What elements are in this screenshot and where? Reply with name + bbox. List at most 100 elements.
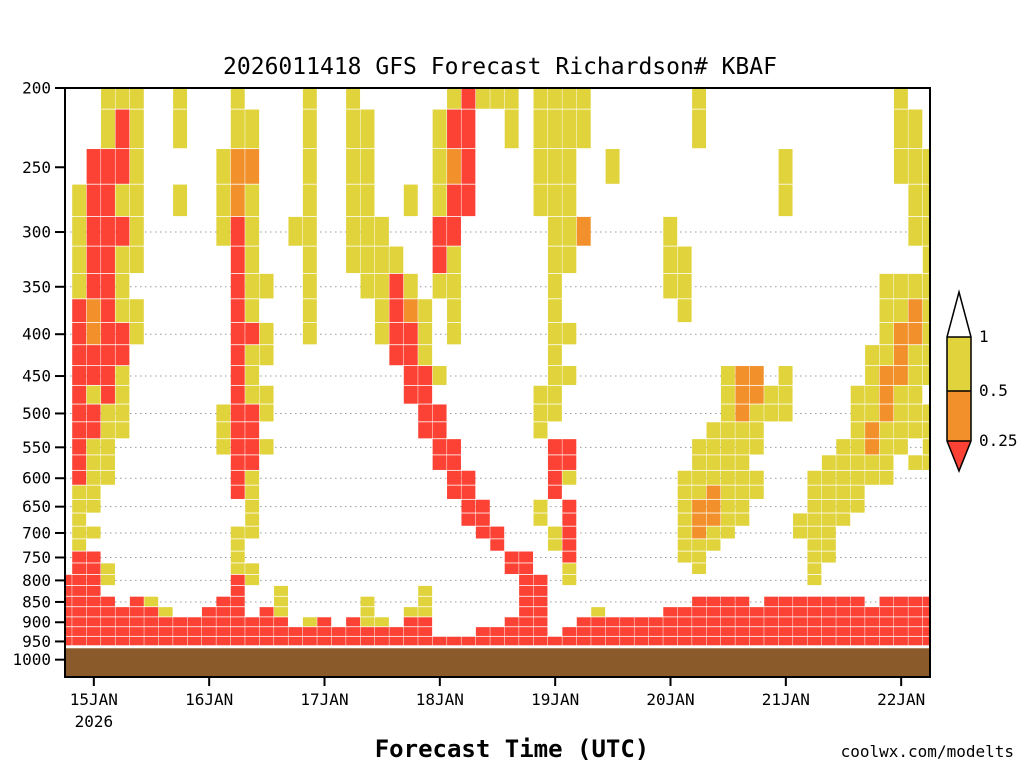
heatmap-cell — [562, 216, 577, 246]
heatmap-cell — [663, 617, 678, 627]
heatmap-cell — [893, 273, 908, 299]
heatmap-cell — [764, 607, 779, 617]
heatmap-cell — [173, 184, 188, 217]
y-tick-label: 900 — [22, 613, 51, 632]
heatmap-cell — [475, 499, 490, 513]
heatmap-cell — [692, 636, 707, 646]
heatmap-cell — [850, 636, 865, 646]
heatmap-cell — [677, 539, 692, 551]
heatmap-cell — [778, 149, 793, 184]
heatmap-cell — [201, 607, 216, 617]
heatmap-cell — [490, 636, 505, 646]
heatmap-cell — [173, 627, 188, 636]
heatmap-cell — [591, 617, 606, 627]
heatmap-cell — [216, 404, 231, 422]
heatmap-cell — [101, 345, 115, 366]
heatmap-cell — [302, 246, 317, 274]
heatmap-cell — [908, 617, 923, 627]
heatmap-cell — [259, 322, 274, 345]
heatmap-cell — [403, 345, 418, 366]
heatmap-cell — [677, 607, 692, 617]
heatmap-cell — [72, 539, 87, 551]
heatmap-cell — [216, 184, 231, 217]
heatmap-cell — [331, 636, 346, 646]
heatmap-cell — [893, 596, 908, 607]
heatmap-cell — [245, 470, 260, 485]
heatmap-cell — [72, 322, 87, 345]
heatmap-cell — [908, 422, 923, 439]
heatmap-cell — [101, 404, 115, 422]
heatmap-cell — [403, 299, 418, 323]
heatmap-cell — [879, 345, 894, 366]
heatmap-cell — [216, 607, 231, 617]
heatmap-cell — [720, 636, 735, 646]
heatmap-cell — [447, 246, 461, 274]
heatmap-cell — [230, 596, 245, 607]
heatmap-cell — [403, 636, 418, 646]
heatmap-cell — [216, 627, 231, 636]
heatmap-cell — [259, 385, 274, 404]
heatmap-cell — [893, 149, 908, 184]
heatmap-cell — [533, 617, 548, 627]
heatmap-cell — [821, 607, 836, 617]
heatmap-cell — [418, 322, 433, 345]
heatmap-cell — [360, 149, 375, 184]
heatmap-cell — [922, 345, 930, 366]
heatmap-cell — [86, 366, 101, 385]
heatmap-cell — [547, 345, 562, 366]
heatmap-cell — [86, 345, 101, 366]
heatmap-cell — [735, 596, 750, 607]
heatmap-cell — [317, 636, 332, 646]
heatmap-cell — [259, 617, 274, 627]
heatmap-cell — [302, 216, 317, 246]
heatmap-cell — [735, 439, 750, 455]
heatmap-cell — [908, 322, 923, 345]
heatmap-cell — [245, 499, 260, 513]
heatmap-cell — [432, 246, 447, 274]
heatmap-cell — [692, 513, 707, 526]
heatmap-cells — [65, 88, 930, 646]
heatmap-cell — [447, 88, 461, 109]
heatmap-cell — [547, 149, 562, 184]
heatmap-cell — [706, 596, 721, 607]
heatmap-cell — [245, 273, 260, 299]
heatmap-cell — [836, 455, 851, 470]
heatmap-cell — [620, 636, 634, 646]
heatmap-cell — [245, 513, 260, 526]
heatmap-cell — [230, 455, 245, 470]
heatmap-cell — [778, 366, 793, 385]
heatmap-cell — [562, 246, 577, 274]
heatmap-cell — [115, 88, 130, 109]
heatmap-cell — [620, 627, 634, 636]
heatmap-cell — [86, 439, 101, 455]
heatmap-cell — [706, 499, 721, 513]
heatmap-cell — [230, 246, 245, 274]
heatmap-cell — [562, 563, 577, 575]
heatmap-cell — [519, 563, 534, 575]
heatmap-cell — [418, 385, 433, 404]
heatmap-cell — [922, 607, 930, 617]
heatmap-cell — [274, 627, 288, 636]
heatmap-cell — [86, 184, 101, 217]
heatmap-cell — [893, 627, 908, 636]
heatmap-cell — [821, 526, 836, 539]
heatmap-cell — [115, 627, 130, 636]
heatmap-cell — [86, 596, 101, 607]
heatmap-cell — [418, 422, 433, 439]
heatmap-cell — [547, 216, 562, 246]
heatmap-cell — [129, 149, 144, 184]
heatmap-cell — [72, 513, 87, 526]
heatmap-cell — [692, 596, 707, 607]
heatmap-cell — [504, 617, 519, 627]
heatmap-cell — [533, 499, 548, 513]
heatmap-cell — [245, 455, 260, 470]
heatmap-cell — [129, 109, 144, 149]
heatmap-cell — [879, 439, 894, 455]
heatmap-cell — [720, 485, 735, 499]
heatmap-cell — [865, 439, 880, 455]
heatmap-cell — [101, 322, 115, 345]
heatmap-cell — [230, 322, 245, 345]
heatmap-cell — [836, 513, 851, 526]
heatmap-cell — [230, 149, 245, 184]
